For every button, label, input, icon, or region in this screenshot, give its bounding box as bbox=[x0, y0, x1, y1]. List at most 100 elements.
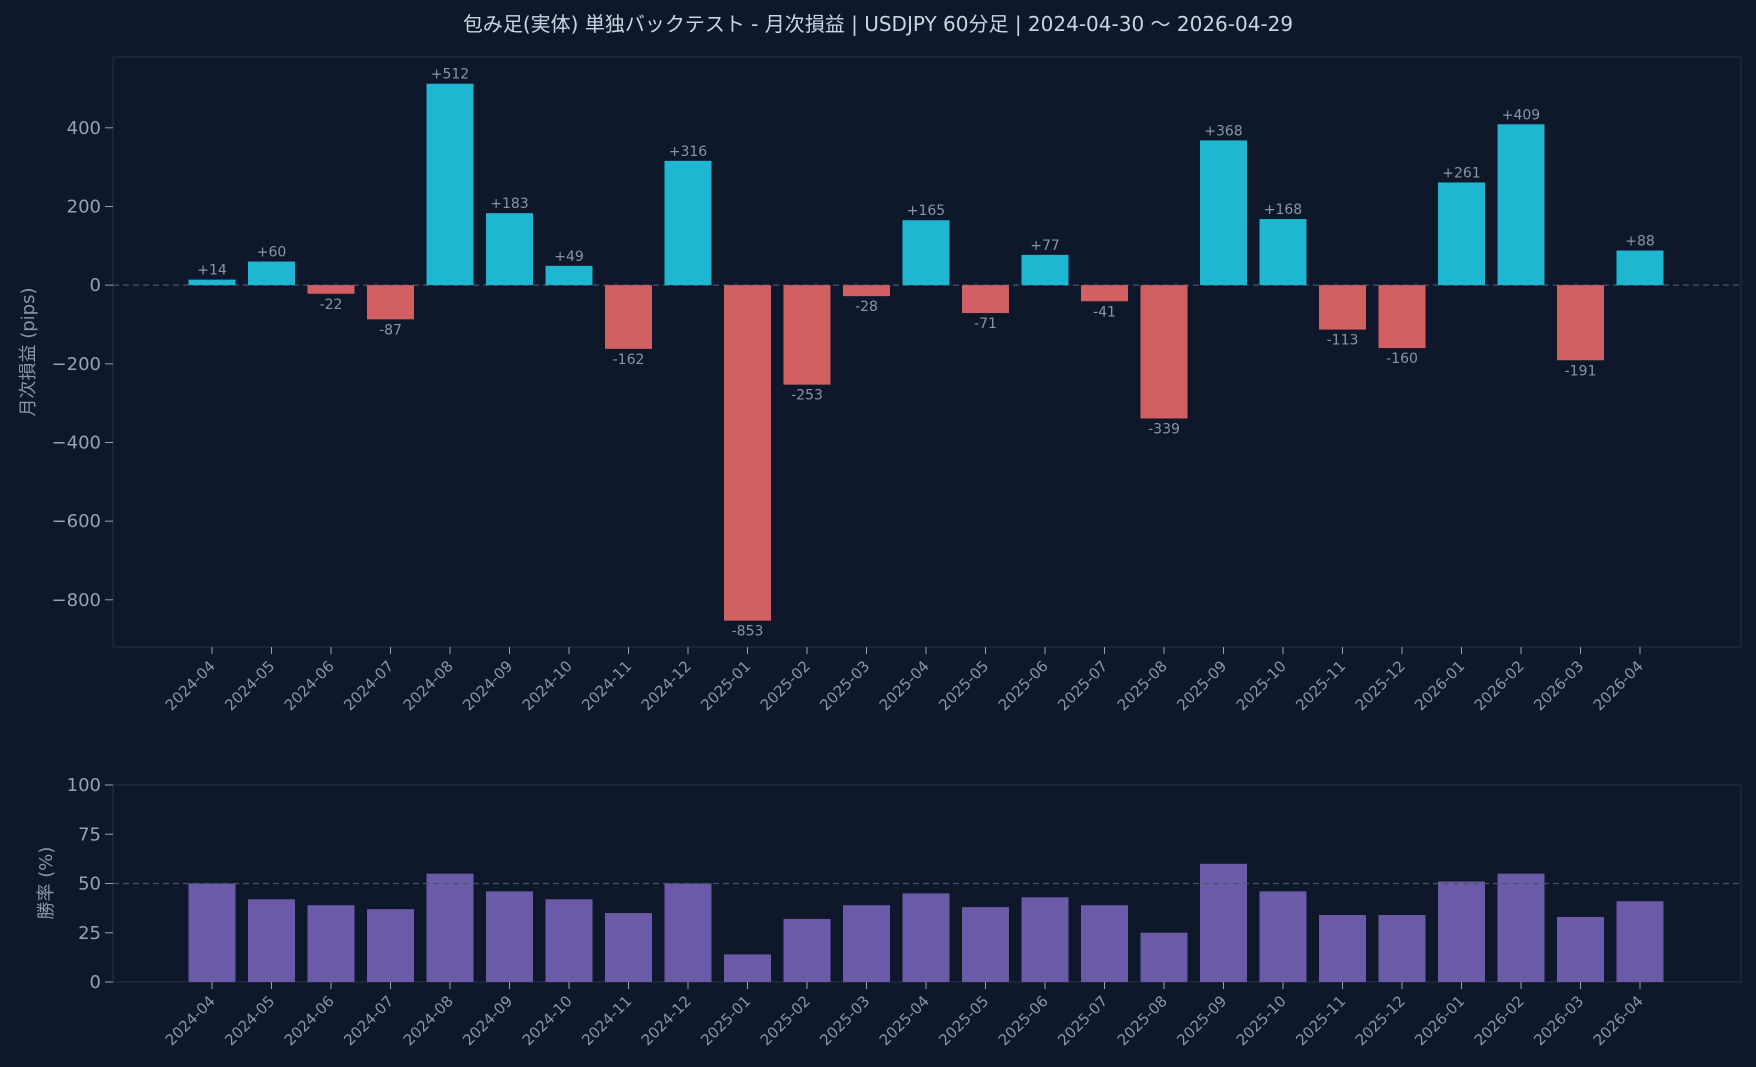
winrate-bar bbox=[962, 907, 1009, 982]
winrate-bar bbox=[248, 899, 295, 982]
winrate-bar bbox=[426, 873, 474, 982]
pnl-value-label: +409 bbox=[1502, 107, 1540, 123]
winrate-bars bbox=[188, 863, 1664, 982]
winrate-x-tick-label: 2024-04 bbox=[162, 992, 219, 1049]
pnl-y-tick-label: −800 bbox=[52, 590, 101, 611]
winrate-bar bbox=[1081, 905, 1128, 982]
pnl-y-tick-label: 0 bbox=[90, 275, 101, 296]
winrate-x-tick-label: 2025-08 bbox=[1114, 992, 1171, 1049]
pnl-x-tick-label: 2024-05 bbox=[221, 657, 278, 714]
pnl-data-labels: +14 +60 -22 -87 +512 +183 +49 -162 +316 -853 -253 -… bbox=[197, 67, 1655, 640]
pnl-x-tick-label: 2025-08 bbox=[1114, 657, 1171, 714]
pnl-bar bbox=[1557, 285, 1604, 361]
winrate-x-tick-label: 2025-07 bbox=[1054, 992, 1111, 1049]
winrate-x-tick-label: 2024-06 bbox=[281, 992, 338, 1049]
winrate-bar bbox=[367, 909, 414, 982]
winrate-bar bbox=[1616, 901, 1664, 982]
pnl-y-tick-label: 200 bbox=[67, 196, 101, 217]
winrate-y-tick-label: 50 bbox=[78, 874, 101, 895]
pnl-value-label: -853 bbox=[732, 624, 764, 640]
pnl-value-label: -22 bbox=[320, 297, 343, 313]
winrate-x-tick-label: 2024-08 bbox=[400, 992, 457, 1049]
winrate-bar bbox=[1200, 863, 1247, 982]
pnl-x-tick-label: 2024-04 bbox=[162, 657, 219, 714]
pnl-value-label: +77 bbox=[1030, 238, 1060, 254]
winrate-x-tick-label: 2025-04 bbox=[876, 992, 933, 1049]
winrate-bar bbox=[1140, 932, 1188, 982]
winrate-x-tick-label: 2026-02 bbox=[1471, 992, 1528, 1049]
pnl-y-tick-label: −400 bbox=[52, 432, 101, 453]
pnl-bar bbox=[1616, 250, 1664, 286]
pnl-axes-frame bbox=[112, 56, 1742, 648]
pnl-y-tick-label: 400 bbox=[67, 118, 101, 139]
winrate-x-tick-label: 2025-09 bbox=[1173, 992, 1230, 1049]
pnl-bar bbox=[188, 279, 236, 286]
pnl-value-label: -253 bbox=[791, 388, 823, 404]
winrate-y-axis-label: 勝率 (%) bbox=[36, 847, 57, 920]
pnl-bar bbox=[1140, 285, 1188, 419]
pnl-x-tick-label: 2025-09 bbox=[1173, 657, 1230, 714]
pnl-bar bbox=[1497, 124, 1545, 286]
pnl-bar bbox=[1259, 219, 1307, 286]
pnl-bar bbox=[1319, 285, 1366, 330]
winrate-x-tick-label: 2025-02 bbox=[757, 992, 814, 1049]
winrate-x-tick-label: 2025-11 bbox=[1292, 992, 1349, 1049]
winrate-bar bbox=[188, 883, 236, 982]
pnl-x-tick-label: 2026-01 bbox=[1411, 657, 1468, 714]
winrate-x-tick-label: 2024-07 bbox=[340, 992, 397, 1049]
pnl-value-label: +261 bbox=[1442, 165, 1480, 181]
winrate-x-tick-label: 2024-11 bbox=[578, 992, 635, 1049]
winrate-bar bbox=[545, 899, 593, 982]
pnl-value-label: -162 bbox=[613, 352, 645, 368]
winrate-bar bbox=[1021, 897, 1069, 982]
pnl-x-tick-label: 2025-01 bbox=[697, 657, 754, 714]
pnl-bar bbox=[1021, 254, 1069, 286]
winrate-x-tick-label: 2026-04 bbox=[1590, 992, 1647, 1049]
winrate-y-tick-label: 75 bbox=[78, 824, 101, 845]
pnl-value-label: -87 bbox=[379, 322, 402, 338]
pnl-value-label: +316 bbox=[669, 144, 708, 160]
pnl-value-label: +183 bbox=[490, 196, 528, 212]
pnl-bar bbox=[545, 265, 593, 286]
pnl-x-tick-label: 2025-11 bbox=[1292, 657, 1349, 714]
winrate-x-tick-label: 2024-12 bbox=[638, 992, 695, 1049]
pnl-x-tick-label: 2024-11 bbox=[578, 657, 635, 714]
pnl-x-tick-label: 2024-08 bbox=[400, 657, 457, 714]
pnl-bar bbox=[962, 285, 1009, 314]
winrate-x-tick-label: 2026-01 bbox=[1411, 992, 1468, 1049]
winrate-x-tick-label: 2025-12 bbox=[1352, 992, 1409, 1049]
winrate-bar bbox=[902, 893, 950, 982]
pnl-bar bbox=[902, 220, 950, 286]
pnl-bar bbox=[1200, 140, 1247, 286]
winrate-y-tick-label: 25 bbox=[78, 923, 101, 944]
pnl-x-tick-label: 2024-10 bbox=[519, 657, 576, 714]
pnl-x-tick-label: 2024-07 bbox=[340, 657, 397, 714]
pnl-value-label: +14 bbox=[197, 263, 227, 279]
pnl-panel: 400 200 0 −200 −400 −600 −800 +14 +60 -22 -87 +512… bbox=[18, 56, 1742, 714]
pnl-bar bbox=[1378, 285, 1426, 349]
winrate-bar bbox=[783, 918, 831, 982]
pnl-x-tick-label: 2025-02 bbox=[757, 657, 814, 714]
winrate-bar bbox=[1438, 881, 1485, 982]
winrate-x-tick-label: 2024-10 bbox=[519, 992, 576, 1049]
winrate-bar bbox=[1259, 891, 1307, 982]
pnl-bar bbox=[248, 261, 295, 286]
pnl-value-label: -339 bbox=[1148, 421, 1180, 437]
pnl-x-tick-label: 2024-09 bbox=[459, 657, 516, 714]
pnl-bar bbox=[486, 213, 533, 286]
winrate-bar bbox=[1319, 915, 1366, 982]
winrate-x-tick-label: 2026-03 bbox=[1530, 992, 1587, 1049]
winrate-bar bbox=[664, 883, 712, 982]
pnl-value-label: -71 bbox=[974, 316, 997, 332]
winrate-x-tick-label: 2025-10 bbox=[1233, 992, 1290, 1049]
pnl-bar bbox=[843, 285, 890, 297]
pnl-value-label: +49 bbox=[554, 249, 584, 265]
winrate-bar bbox=[1557, 916, 1604, 982]
pnl-x-tick-label: 2026-02 bbox=[1471, 657, 1528, 714]
pnl-x-tick-label: 2024-12 bbox=[638, 657, 695, 714]
pnl-value-label: -28 bbox=[855, 299, 878, 315]
pnl-bar bbox=[1081, 285, 1128, 302]
chart-title: 包み足(実体) 単独バックテスト - 月次損益 | USDJPY 60分足 | … bbox=[463, 12, 1293, 36]
pnl-x-tick-label: 2026-03 bbox=[1530, 657, 1587, 714]
